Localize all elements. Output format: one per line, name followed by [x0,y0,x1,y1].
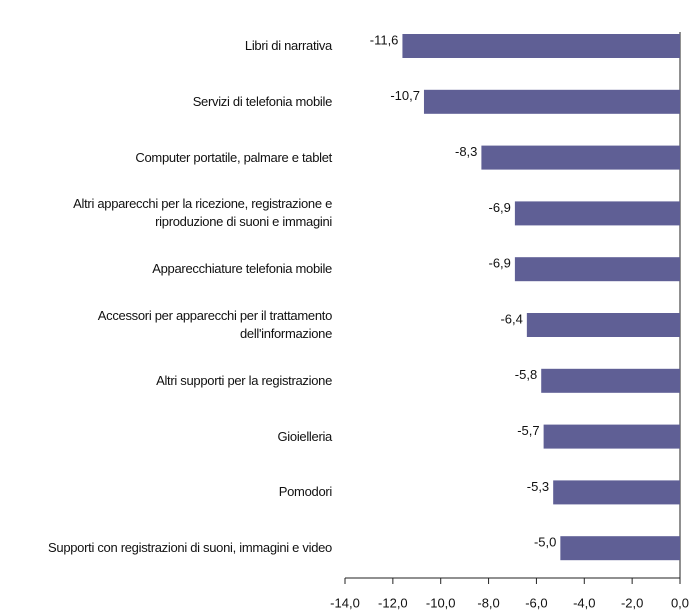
bar [481,145,680,170]
bar [402,34,680,58]
x-tick-label: -6,0 [525,595,547,610]
bar [526,313,680,337]
category-label: Supporti con registrazioni di suoni, imm… [48,540,332,556]
category-label: Altri apparecchi per la ricezione, regis… [73,196,332,230]
x-tick-label: -2,0 [621,595,643,610]
bar [543,424,680,449]
category-label: Servizi di telefonia mobile [192,93,333,109]
value-label: -10,7 [390,88,420,103]
x-tick-label: -8,0 [477,595,499,610]
value-label: -5,3 [527,479,549,494]
value-label: -5,7 [517,423,539,438]
x-tick-label: 0,0 [671,595,689,610]
category-label: Pomodori [278,484,333,500]
value-label: -6,9 [488,256,510,271]
category-label: Libri di narrativa [244,38,332,53]
category-label: Altri supporti per la registrazione [156,372,332,388]
bar [423,89,680,114]
bar [514,257,680,282]
bar [553,480,680,505]
category-label: Computer portatile, palmare e tablet [135,149,332,165]
bar [560,536,680,561]
value-label: -6,9 [488,200,510,215]
value-label: -8,3 [455,144,477,159]
value-label: -11,6 [370,32,399,47]
category-label: Accessori per apparecchi per il trattame… [97,308,333,341]
category-label: Apparecchiature telefonia mobile [152,261,332,277]
x-tick-label: -12,0 [378,595,408,610]
x-tick-label: -14,0 [330,595,360,610]
x-tick-label: -10,0 [426,595,456,610]
bar [541,368,680,393]
x-tick-label: -4,0 [573,595,595,610]
bar [514,201,680,226]
value-label: -6,4 [500,311,522,326]
value-label: -5,8 [515,367,537,382]
value-label: -5,0 [534,535,556,550]
category-label: Gioielleria [277,428,332,444]
